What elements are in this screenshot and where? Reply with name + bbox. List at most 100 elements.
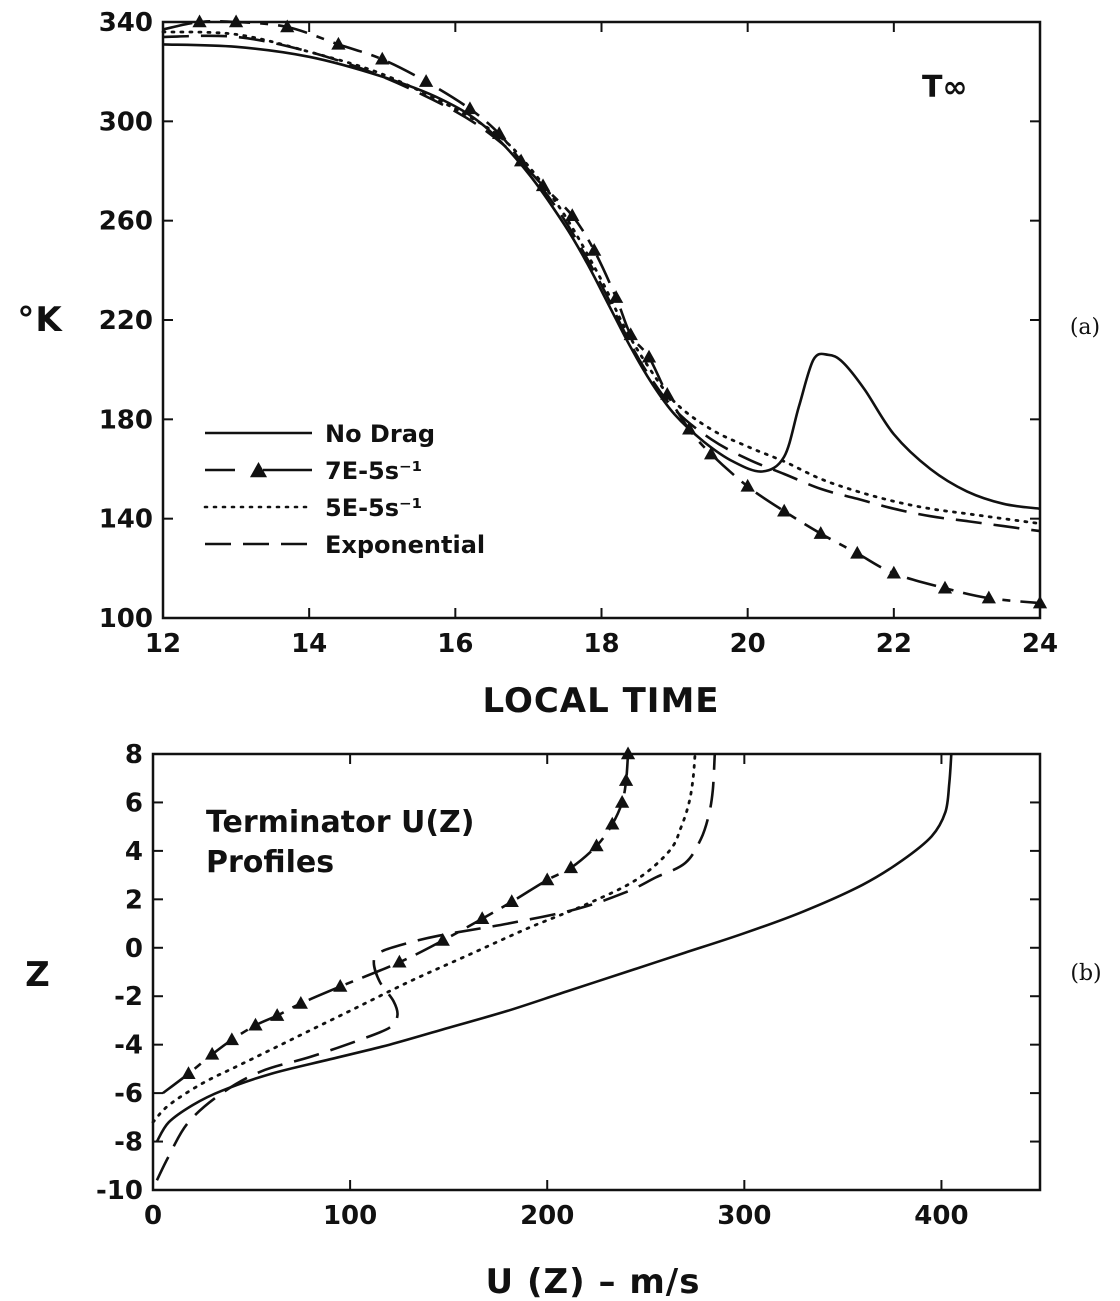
panel-b-triangle-marker-13 xyxy=(563,860,579,874)
panel-b-triangle-marker-9 xyxy=(435,933,450,946)
panel-a-triangle-marker-18 xyxy=(704,446,719,460)
panel-b-triangle-marker-5 xyxy=(270,1008,285,1021)
panel-a-y-tick-label-4: 260 xyxy=(99,207,153,237)
panel-a-annotation-t-infinity: T∞ xyxy=(922,70,967,105)
panel-a-triangle-marker-5 xyxy=(375,51,390,65)
panel-b-triangle-marker-4 xyxy=(248,1017,263,1031)
panel-b-triangle-marker-8 xyxy=(392,954,407,968)
panel-a-y-tick-label-5: 300 xyxy=(99,107,153,137)
panel-a-temperature-chart: 12 14 16 18 20 22 24 100 140 180 220 260 300 340 LOCA… xyxy=(17,8,1100,721)
panel-b-y-tick-label-1: -8 xyxy=(114,1128,143,1158)
panel-a-triangle-marker-15 xyxy=(641,349,657,363)
panel-a-series xyxy=(161,19,1042,605)
panel-b-wind-profile-chart: 0 100 200 300 400 -10 -8 -6 -4 -2 0 2 4 6 8 U (Z) – m/… xyxy=(25,740,1101,1301)
panel-a-triangle-marker-23 xyxy=(886,565,901,579)
panel-b-annotation-line-2: Profiles xyxy=(206,845,334,880)
panel-b-annotation-line-1: Terminator U(Z) xyxy=(206,805,475,840)
panel-a-x-tick-label-4: 20 xyxy=(730,629,766,659)
panel-a-series-line-5e-5s-2 xyxy=(161,30,1042,525)
panel-a-triangle-marker-21 xyxy=(813,526,828,539)
panel-b-triangle-marker-2 xyxy=(205,1046,220,1060)
panel-a-triangle-marker-16 xyxy=(660,387,675,400)
panel-b-markers xyxy=(181,746,636,1079)
panel-a-label: (a) xyxy=(1070,315,1100,340)
panel-b-triangle-marker-1 xyxy=(181,1066,196,1079)
panel-a-triangle-marker-24 xyxy=(937,580,953,594)
panel-b-triangle-marker-12 xyxy=(540,872,555,886)
legend-label-exponential: Exponential xyxy=(325,531,485,559)
legend-label-no-drag: No Drag xyxy=(325,420,435,448)
panel-a-markers xyxy=(192,14,1048,609)
panel-a-triangle-marker-3 xyxy=(280,19,295,33)
panel-b-triangle-marker-11 xyxy=(504,894,519,908)
panel-b-y-tick-label-2: -6 xyxy=(114,1079,143,1109)
panel-b-triangle-marker-16 xyxy=(614,794,630,808)
panel-a-triangle-marker-20 xyxy=(777,503,792,517)
panel-b-x-tick-label-0: 0 xyxy=(144,1201,162,1231)
panel-a-triangle-marker-13 xyxy=(608,290,624,303)
panel-a-legend: No Drag 7E-5s⁻¹ 5E-5s⁻¹ Exponential xyxy=(203,420,485,559)
panel-a-y-tick-label-3: 220 xyxy=(99,306,153,336)
panel-a-x-tick-label-5: 22 xyxy=(876,629,912,659)
panel-a-y-tick-label-2: 180 xyxy=(99,405,153,435)
panel-a-x-tick-label-0: 12 xyxy=(145,629,181,659)
panel-a-triangle-marker-10 xyxy=(535,178,551,192)
panel-b-y-tick-label-7: 4 xyxy=(125,837,143,867)
panel-a-x-tick-label-6: 24 xyxy=(1022,629,1058,659)
panel-a-y-axis-label: °K xyxy=(17,300,63,340)
panel-a-series-line-no-drag-0 xyxy=(162,43,1041,510)
panel-a-triangle-marker-9 xyxy=(513,153,529,167)
panel-b-triangle-marker-3 xyxy=(224,1032,239,1046)
panel-b-y-tick-label-6: 2 xyxy=(125,885,143,915)
panel-a-triangle-marker-19 xyxy=(740,478,755,492)
panel-a-y-tick-label-1: 140 xyxy=(99,505,153,535)
panel-a-triangle-marker-7 xyxy=(462,101,478,115)
panel-b-y-tick-label-4: -2 xyxy=(114,982,143,1012)
panel-b-plot-frame xyxy=(151,752,1042,1192)
panel-b-triangle-marker-17 xyxy=(618,773,634,786)
panel-a-triangle-marker-25 xyxy=(981,590,996,604)
panel-b-x-tick-label-3: 300 xyxy=(717,1201,771,1231)
panel-a-tick-labels: 12 14 16 18 20 22 24 100 140 180 220 260 300 340 xyxy=(99,8,1058,659)
panel-b-y-tick-label-8: 6 xyxy=(125,788,143,818)
panel-a-triangle-marker-8 xyxy=(492,126,507,139)
panel-b-x-tick-label-4: 400 xyxy=(914,1201,968,1231)
panel-a-x-tick-label-3: 18 xyxy=(583,629,619,659)
panel-b-x-axis-label: U (Z) – m/s xyxy=(486,1262,701,1301)
panel-b-x-tick-label-2: 200 xyxy=(520,1201,574,1231)
panel-b-triangle-marker-14 xyxy=(589,838,604,852)
panel-b-series-line-5e-5s-2 xyxy=(151,752,697,1124)
panel-b-y-tick-label-3: -4 xyxy=(114,1031,143,1061)
panel-b-x-tick-label-1: 100 xyxy=(323,1201,377,1231)
panel-b-y-axis-label: Z xyxy=(25,955,51,995)
panel-a-y-tick-label-6: 340 xyxy=(99,8,153,38)
panel-a-x-axis-label: LOCAL TIME xyxy=(482,681,719,721)
panel-a-triangle-marker-22 xyxy=(850,545,865,559)
panel-a-triangle-marker-12 xyxy=(587,242,602,256)
panel-a-series-line-exponential-3 xyxy=(162,34,1041,533)
panel-b-series-line-exponential-3 xyxy=(155,753,717,1181)
panel-a-series-line-7e-5s-1 xyxy=(162,19,1041,605)
panel-b-triangle-marker-6 xyxy=(293,995,308,1009)
panel-a-triangle-marker-11 xyxy=(565,208,580,221)
panel-b-tick-labels: 0 100 200 300 400 -10 -8 -6 -4 -2 0 2 4 6 8 xyxy=(96,740,969,1231)
panel-b-y-tick-label-9: 8 xyxy=(125,740,143,770)
panel-b-triangle-marker-10 xyxy=(475,911,490,924)
panel-a-triangle-marker-4 xyxy=(331,36,346,50)
legend-triangle-marker xyxy=(249,462,268,478)
panel-b-y-tick-label-0: -10 xyxy=(96,1176,143,1206)
panel-a-x-tick-label-1: 14 xyxy=(291,629,327,659)
legend-label-5e-5s: 5E-5s⁻¹ xyxy=(325,494,422,522)
legend-label-7e-5s: 7E-5s⁻¹ xyxy=(325,457,422,485)
panel-a-triangle-marker-14 xyxy=(623,327,638,341)
panel-b-triangle-marker-15 xyxy=(605,816,620,830)
panel-a-y-tick-label-0: 100 xyxy=(99,604,153,634)
panel-b-triangle-marker-7 xyxy=(333,979,348,992)
panel-a-x-tick-label-2: 16 xyxy=(437,629,473,659)
panel-b-label: (b) xyxy=(1070,961,1101,986)
panel-a-triangle-marker-17 xyxy=(682,421,697,435)
panel-a-ticks xyxy=(162,21,1041,619)
panel-a-plot-frame xyxy=(161,20,1042,620)
panel-b-y-tick-label-5: 0 xyxy=(125,934,143,964)
